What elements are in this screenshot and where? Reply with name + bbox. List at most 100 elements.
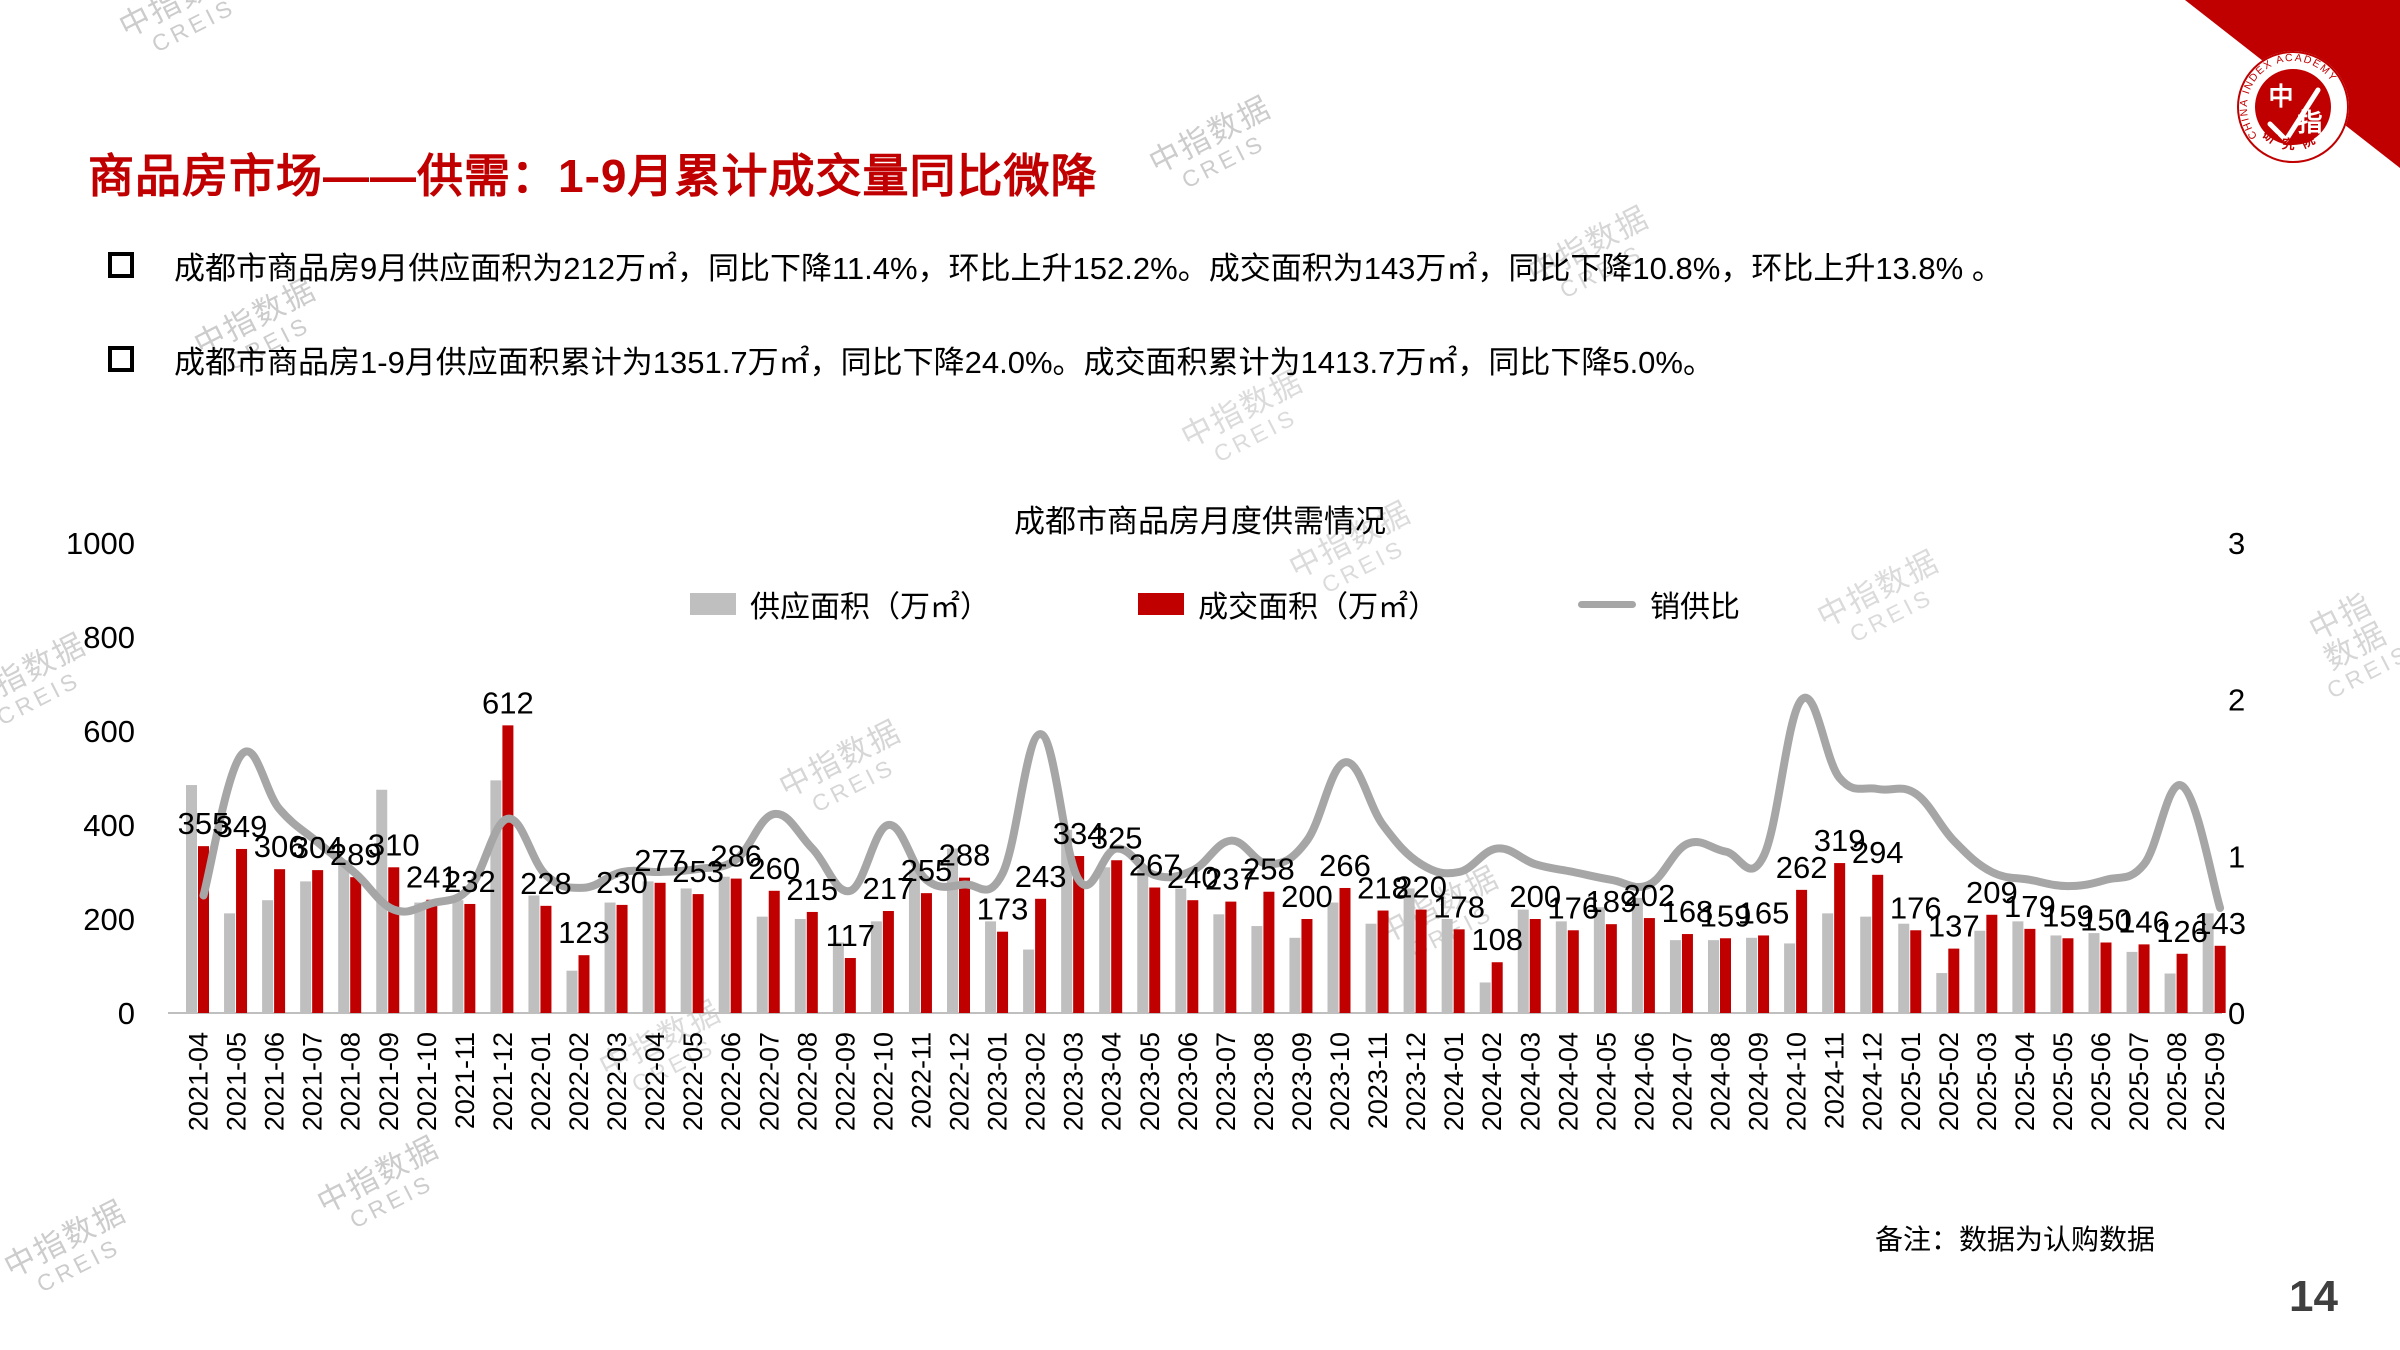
bar-supply	[718, 876, 730, 1013]
x-axis-category-label: 2024-02	[1477, 1032, 1507, 1131]
logo-seal-char-bottom: 指	[2297, 109, 2322, 137]
legend-label: 成交面积（万㎡）	[1198, 591, 1439, 624]
bar-transaction	[616, 904, 628, 1013]
bar-supply	[642, 881, 654, 1013]
bar-supply	[2164, 973, 2176, 1013]
x-axis-category-label: 2025-09	[2200, 1032, 2230, 1131]
bar-value-label: 159	[1700, 898, 1752, 933]
legend-label: 供应面积（万㎡）	[750, 591, 990, 624]
legend-item-ratio: 销供比	[1578, 582, 1740, 626]
bar-value-label: 209	[1966, 875, 2018, 910]
x-axis-category-label: 2023-09	[1287, 1032, 1317, 1131]
bar-supply	[1708, 940, 1719, 1013]
x-axis-category-label: 2024-09	[1744, 1032, 1774, 1131]
bar-transaction	[1491, 962, 1503, 1013]
bar-transaction	[1605, 924, 1617, 1013]
bar-value-label: 123	[558, 915, 610, 950]
chart-footnote: 备注：数据为认购数据	[1875, 1224, 2156, 1255]
bar-supply	[985, 921, 997, 1013]
x-axis-category-label: 2021-08	[336, 1032, 366, 1131]
ratio-line-swatch-icon	[1578, 600, 1636, 608]
bar-transaction	[1910, 930, 1922, 1013]
bar-transaction	[1149, 887, 1161, 1013]
bar-value-label: 220	[1395, 870, 1447, 905]
bar-supply	[794, 919, 806, 1013]
bar-value-label: 349	[216, 809, 268, 844]
x-axis-category-label: 2025-06	[2086, 1032, 2116, 1131]
bar-value-label: 189	[1585, 884, 1637, 919]
bar-supply	[338, 860, 350, 1013]
bar-supply	[1517, 909, 1529, 1013]
bar-transaction	[2176, 953, 2188, 1013]
bar-supply	[1175, 888, 1187, 1013]
bar-value-label: 237	[1205, 862, 1257, 897]
bar-transaction	[1415, 909, 1427, 1013]
supply-swatch-icon	[690, 593, 736, 615]
right-axis-tick: 1	[2228, 839, 2245, 874]
x-axis-category-label: 2022-08	[792, 1032, 822, 1131]
bar-transaction	[882, 911, 894, 1013]
bar-value-label: 232	[444, 864, 496, 899]
x-axis-category-label: 2022-01	[526, 1032, 556, 1131]
bar-transaction	[1339, 887, 1351, 1013]
x-axis-category-label: 2024-06	[1629, 1032, 1659, 1131]
bar-supply	[2202, 913, 2214, 1013]
bar-value-label: 159	[2042, 898, 2094, 933]
x-axis-category-label: 2024-10	[1782, 1032, 1812, 1131]
bar-transaction	[1796, 889, 1808, 1013]
bar-transaction	[350, 877, 362, 1013]
bar-value-label: 117	[826, 918, 875, 953]
bar-supply	[1479, 982, 1491, 1013]
x-axis-category-label: 2021-06	[260, 1032, 290, 1131]
x-axis-category-label: 2021-10	[412, 1032, 442, 1131]
bar-value-label: 179	[2004, 889, 2056, 924]
page-number: 14	[2289, 1272, 2338, 1321]
bar-transaction	[1263, 891, 1275, 1013]
bar-supply	[1023, 949, 1035, 1013]
bar-supply	[2126, 951, 2138, 1013]
bar-supply	[1555, 921, 1567, 1013]
bar-transaction	[1872, 874, 1884, 1013]
bar-supply	[756, 916, 768, 1013]
x-axis-category-label: 2023-12	[1401, 1032, 1431, 1131]
page-title: 商品房市场——供需：1-9月累计成交量同比微降	[88, 150, 1098, 202]
left-axis-tick: 800	[83, 620, 135, 655]
x-axis-category-label: 2022-10	[868, 1032, 898, 1131]
logo-seal-rim	[2237, 51, 2349, 163]
bar-transaction	[1453, 929, 1465, 1013]
bar-value-label: 143	[2194, 906, 2246, 941]
bar-transaction	[1986, 914, 1998, 1013]
x-axis-category-label: 2024-03	[1515, 1032, 1545, 1131]
bar-supply	[947, 848, 958, 1013]
bar-supply	[1974, 930, 1986, 1013]
bar-value-label: 218	[1357, 871, 1409, 906]
ratio-line	[199, 693, 2225, 916]
bar-value-label: 325	[1091, 820, 1143, 855]
x-axis-category-label: 2023-10	[1325, 1032, 1355, 1131]
bullet-list: 成都市商品房9月供应面积为212万㎡，同比下降11.4%，环比上升152.2%。…	[100, 248, 2330, 436]
bar-supply	[1860, 916, 1872, 1013]
bar-transaction	[806, 911, 818, 1013]
bullet-item: 成都市商品房1-9月供应面积累计为1351.7万㎡，同比下降24.0%。成交面积…	[100, 342, 2330, 384]
bar-transaction	[1758, 935, 1770, 1013]
x-axis-category-label: 2021-09	[374, 1032, 404, 1131]
chart-legend: 供应面积（万㎡） 成交面积（万㎡） 销供比	[690, 584, 1740, 624]
x-axis-category-label: 2023-03	[1059, 1032, 1089, 1131]
bar-value-label: 240	[1167, 860, 1219, 895]
left-axis-tick: 0	[118, 996, 135, 1031]
x-axis-category-label: 2022-05	[678, 1032, 708, 1131]
bar-value-label: 304	[292, 830, 344, 865]
x-axis-category-label: 2024-08	[1706, 1032, 1736, 1131]
bar-supply	[528, 895, 540, 1013]
bar-transaction	[1567, 930, 1579, 1013]
x-axis-category-label: 2022-07	[754, 1032, 784, 1131]
bar-supply	[832, 942, 844, 1013]
bar-value-label: 255	[901, 853, 953, 888]
bar-transaction	[1643, 918, 1655, 1013]
x-axis-category-label: 2023-04	[1097, 1032, 1127, 1131]
bar-value-label: 253	[672, 854, 724, 889]
bar-value-label: 146	[2118, 904, 2170, 939]
bar-transaction	[388, 867, 400, 1013]
x-axis-category-label: 2024-11	[1820, 1032, 1850, 1129]
bar-supply	[1746, 937, 1758, 1013]
